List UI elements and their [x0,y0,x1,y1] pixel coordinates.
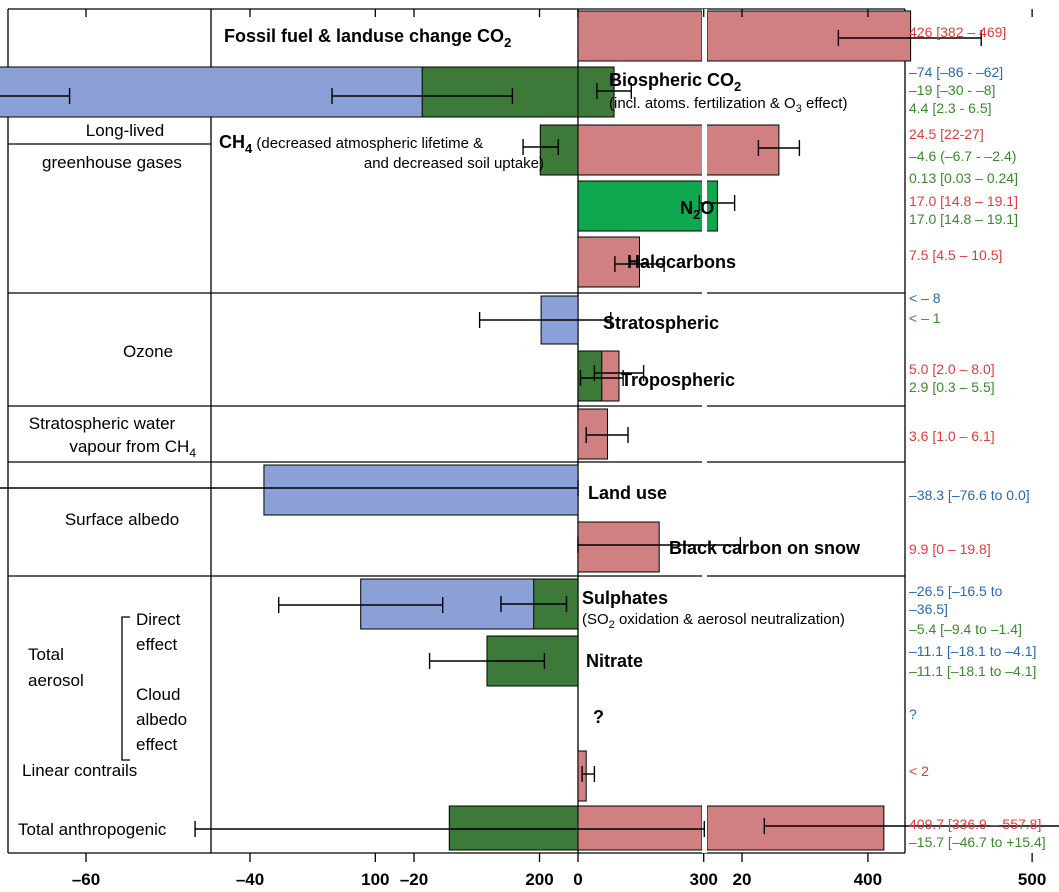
value-label: 2.9 [0.3 – 5.5] [909,379,995,395]
x-tick-label: 20 [733,870,752,889]
group-label-contrails: Linear contrails [22,761,137,780]
x-tick-label: 500 [1018,870,1046,889]
value-label: –26.5 [–16.5 to [909,583,1003,599]
label-halocarbons: Halocarbons [627,252,736,272]
label-fossil-co2: Fossil fuel & landuse change CO2 [224,26,511,50]
group-label-ghg: greenhouse gases [42,153,182,172]
bar [448,805,579,851]
bar [577,180,718,232]
group-label-strat-water-2: vapour from CH4 [69,437,196,460]
x-tick-label: –20 [400,870,428,889]
value-label: –74 [–86 - –62] [909,64,1003,80]
value-label: –5.4 [–9.4 to –1.4] [909,621,1022,637]
value-label: –36.5] [909,601,948,617]
label-sulphates-note: (SO2 oxidation & aerosol neutralization) [582,611,845,631]
x-tick-label: 100 [361,870,389,889]
x-tick-label: 400 [854,870,882,889]
bar-part-compressed [706,805,885,851]
value-label: < 2 [909,763,929,779]
value-label: –11.1 [–18.1 to –4.1] [909,643,1036,659]
value-label: 24.5 [22-27] [909,126,984,142]
group-label-long-lived: Long-lived [86,121,164,140]
value-label: 4.4 [2.3 - 6.5] [909,100,992,116]
value-label: 9.9 [0 – 19.8] [909,541,991,557]
label-sulphates: Sulphates [582,588,668,608]
value-label: –38.3 [–76.6 to 0.0] [909,487,1030,503]
value-label: 7.5 [4.5 – 10.5] [909,247,1002,263]
value-labels: 426 [382 – 469] –74 [–86 - –62] –19 [–30 -… [909,24,1046,850]
bars-layer [0,9,912,853]
aerosol-effect2-label: effect [136,735,178,754]
bar [577,350,603,402]
group-label-strat-water: Stratospheric water [29,414,176,433]
group-label-surface-albedo: Surface albedo [65,510,179,529]
x-tick-label: –60 [72,870,100,889]
error-bars-layer [0,30,1059,837]
value-label: < – 8 [909,290,941,306]
value-label: 5.0 [2.0 – 8.0] [909,361,995,377]
x-tick-label: 300 [690,870,718,889]
x-tick-label: –40 [236,870,264,889]
label-n2o: N2O [680,198,714,222]
group-labels: Long-lived greenhouse gases Ozone Strato… [18,121,196,839]
value-label: 409.7 [336.9 – 557.8] [909,816,1041,832]
value-label: 3.6 [1.0 – 6.1] [909,428,995,444]
label-black-carbon: Black carbon on snow [669,538,861,558]
bar-part-linear [577,10,703,62]
bar [421,66,579,118]
value-label: –4.6 (–6.7 - –2.4) [909,148,1016,164]
bar [577,124,780,176]
bar [577,66,615,118]
aerosol-albedo-label: albedo [136,710,187,729]
group-label-ozone: Ozone [123,342,173,361]
label-biospheric-co2: Biospheric CO2 [609,70,741,94]
bar-part-linear [577,805,703,851]
value-label: ? [909,706,917,722]
value-label: 17.0 [14.8 – 19.1] [909,211,1018,227]
label-ch4: CH4 (decreased atmospheric lifetime & [219,132,483,156]
bar [539,124,579,176]
label-stratospheric: Stratospheric [603,313,719,333]
value-label: –19 [–30 - –8] [909,82,995,98]
bar-part-compressed [706,10,912,62]
group-label-total-anthro: Total anthropogenic [18,820,167,839]
label-nitrate: Nitrate [586,651,643,671]
bar-labels: Fossil fuel & landuse change CO2 Biosphe… [219,26,861,727]
value-label: –11.1 [–18.1 to –4.1] [909,663,1036,679]
value-label: 426 [382 – 469] [909,24,1006,40]
label-cloud-question: ? [593,707,604,727]
axis-break-gap [702,9,707,853]
aerosol-effect-label: effect [136,635,178,654]
x-tick-label: 200 [525,870,553,889]
bar [263,464,579,516]
bar [577,521,660,573]
label-ch4-note2: and decreased soil uptake) [364,155,544,172]
label-biospheric-note: (incl. atoms. fertilization & O3 effect) [609,95,847,115]
bar [577,236,640,288]
x-axis: –80–60–40–20020100200300400500600 [72,9,1046,889]
value-label: –15.7 [–46.7 to +15.4] [909,834,1046,850]
group-label-total: Total [28,645,64,664]
value-label: 17.0 [14.8 – 19.1] [909,193,1018,209]
aerosol-cloud-label: Cloud [136,685,180,704]
aerosol-direct-label: Direct [136,610,181,629]
label-tropospheric: Tropospheric [621,370,735,390]
value-label: < – 1 [909,310,941,326]
group-label-aerosol: aerosol [28,671,84,690]
value-label: 0.13 [0.03 – 0.24] [909,170,1018,186]
label-land-use: Land use [588,483,667,503]
bar [577,408,609,460]
x-tick-label: 0 [573,870,582,889]
